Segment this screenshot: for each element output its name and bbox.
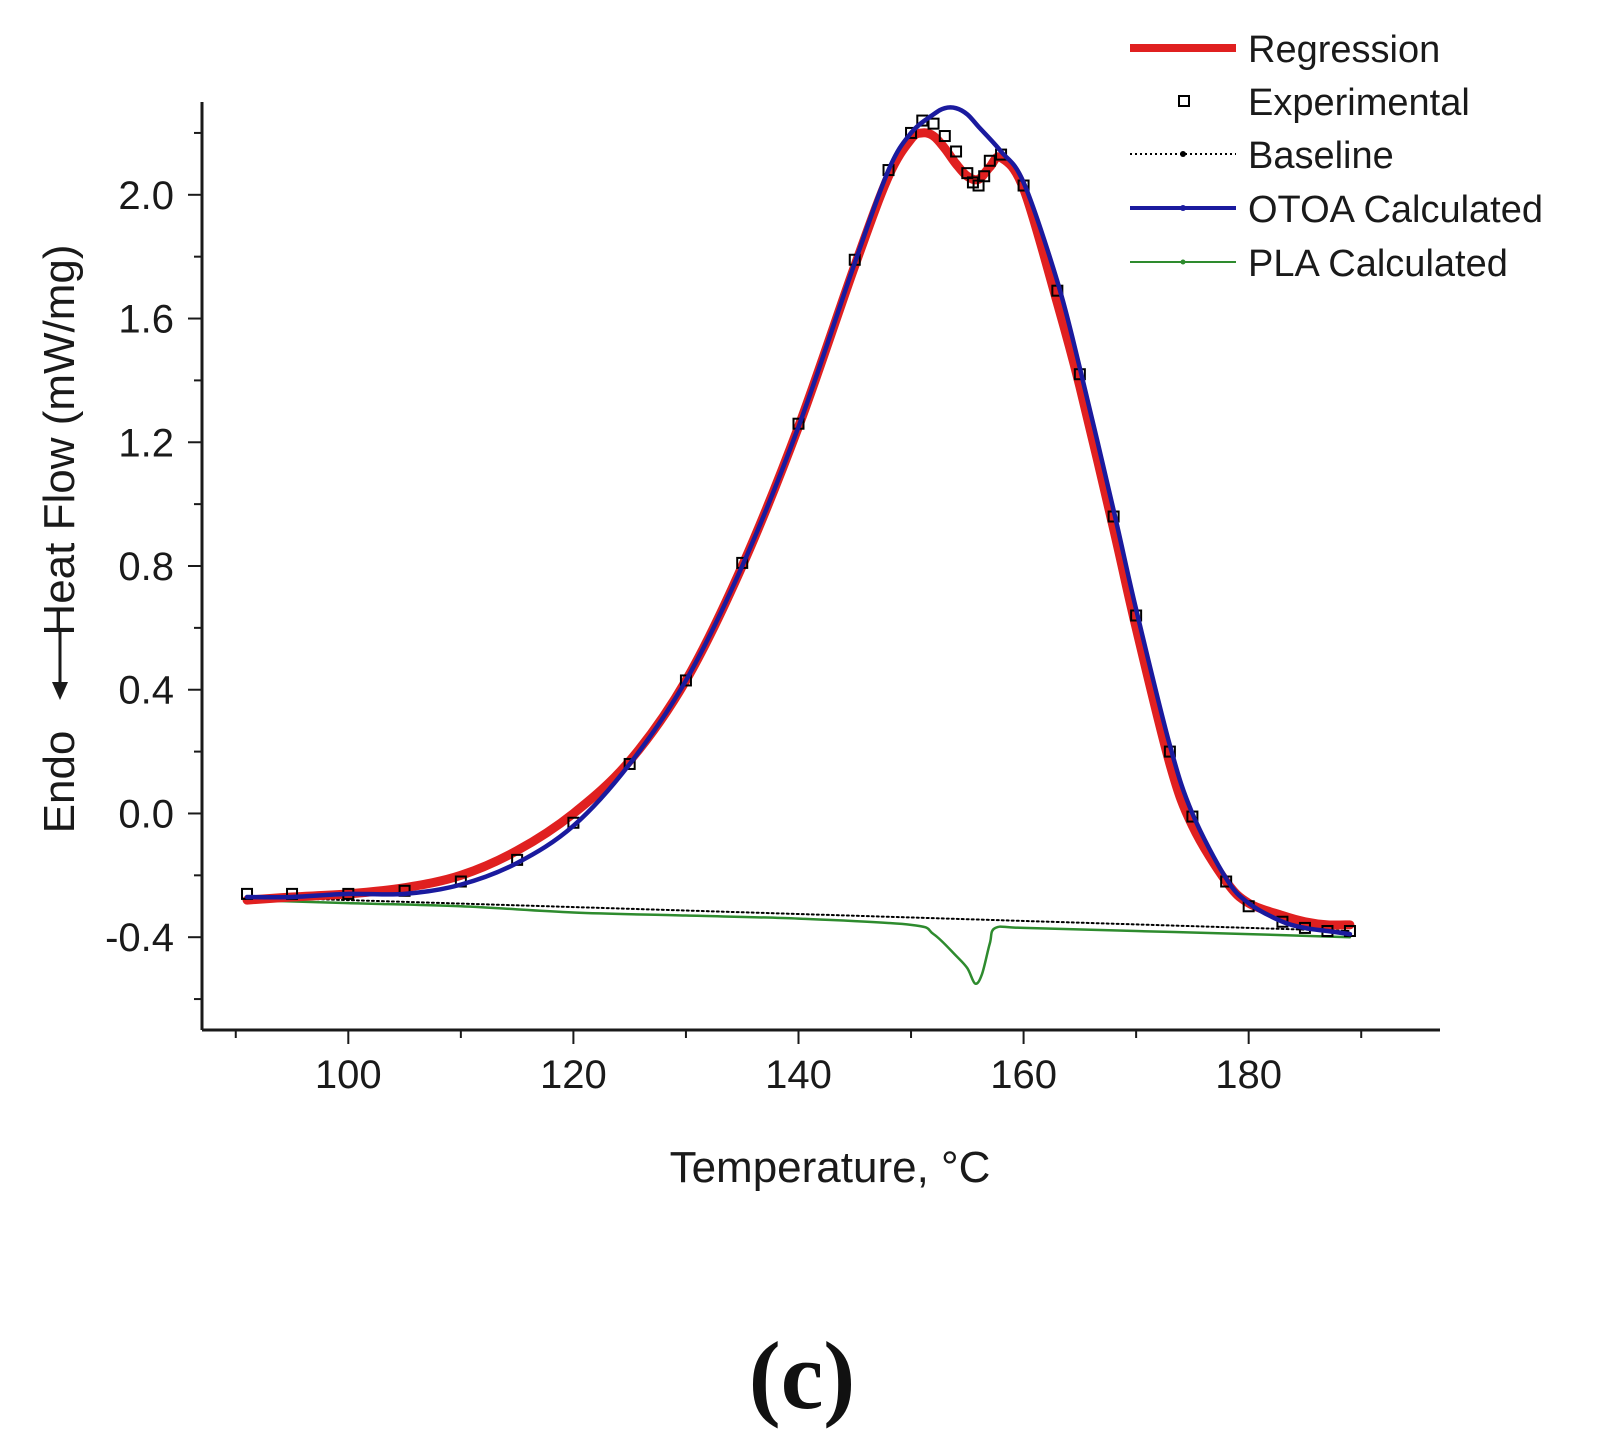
legend-label-regression: Regression xyxy=(1248,29,1440,71)
y-tick-label: 1.2 xyxy=(118,421,174,465)
legend-item-otoa-calculated: OTOA Calculated xyxy=(1130,189,1543,231)
legend-item-baseline: Baseline xyxy=(1130,135,1394,177)
data-point-experimental xyxy=(623,757,636,770)
panel-label: (c) xyxy=(748,1322,856,1429)
x-axis-title: Temperature, °C xyxy=(670,1143,991,1192)
x-tick-label: 160 xyxy=(990,1053,1057,1097)
series-experimental xyxy=(241,114,1356,938)
y-tick-label: 0.0 xyxy=(118,792,174,836)
line-pla-calculated xyxy=(245,898,1352,985)
data-point-experimental xyxy=(905,126,918,139)
line-otoa-calculated xyxy=(244,105,1353,937)
series-baseline xyxy=(246,895,1351,933)
legend-item-regression: Regression xyxy=(1130,29,1440,71)
series-pla-calculated xyxy=(245,898,1352,985)
y-tick-label: 1.6 xyxy=(118,298,174,342)
data-point-experimental xyxy=(927,117,940,130)
legend-item-experimental: Experimental xyxy=(1178,82,1470,124)
data-point-experimental xyxy=(983,154,996,167)
y-axis-title-endo: Endo xyxy=(35,731,84,834)
legend-swatch-experimental xyxy=(1178,95,1190,107)
x-tick-label: 180 xyxy=(1215,1053,1282,1097)
legend-label-pla-calculated: PLA Calculated xyxy=(1248,243,1508,285)
series-regression xyxy=(242,128,1355,930)
y-axis-title: Endo Heat Flow (mW/mg) xyxy=(35,244,84,833)
data-point-experimental xyxy=(938,130,951,143)
x-tick-label: 140 xyxy=(765,1053,832,1097)
series-otoa-calculated xyxy=(244,105,1353,937)
data-point-experimental xyxy=(950,145,963,158)
legend: Regression Experimental Baseline OTOA Ca… xyxy=(1130,29,1543,285)
data-point-experimental xyxy=(978,170,991,183)
legend-item-pla-calculated: PLA Calculated xyxy=(1130,243,1508,285)
y-axis-title-heat-flow: Heat Flow (mW/mg) xyxy=(35,244,84,635)
y-tick-label: -0.4 xyxy=(105,916,174,960)
line-baseline xyxy=(246,895,1351,933)
legend-label-baseline: Baseline xyxy=(1248,135,1394,177)
x-tick-label: 120 xyxy=(540,1053,607,1097)
y-tick-label: 0.8 xyxy=(118,545,174,589)
y-tick-label: 2.0 xyxy=(118,174,174,218)
legend-label-experimental: Experimental xyxy=(1248,82,1470,124)
y-tick-label: 0.4 xyxy=(118,669,174,713)
arrow-down-icon xyxy=(52,628,68,700)
legend-label-otoa-calculated: OTOA Calculated xyxy=(1248,189,1543,231)
data-point-experimental xyxy=(679,674,692,687)
x-tick-label: 100 xyxy=(315,1053,382,1097)
line-regression xyxy=(242,128,1355,930)
